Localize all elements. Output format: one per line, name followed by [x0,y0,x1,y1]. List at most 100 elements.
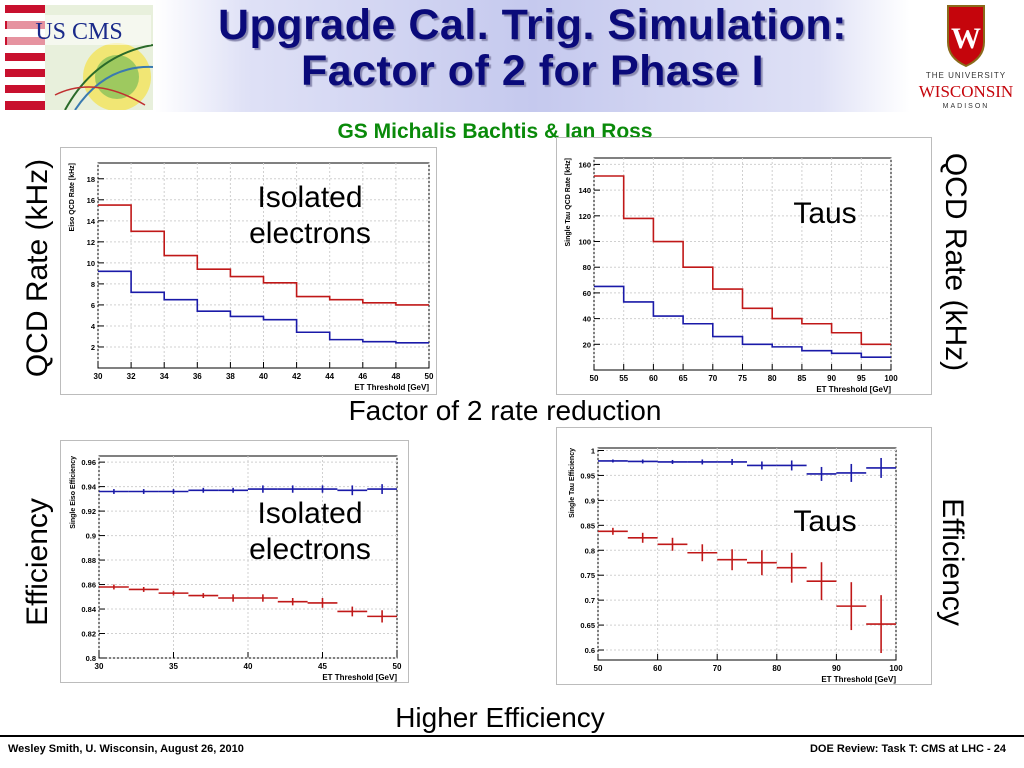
plot-frame [97,162,430,369]
series-red-point [158,590,189,596]
x-tick-label: 65 [679,374,688,383]
page-title: Upgrade Cal. Trig. Simulation: Factor of… [155,2,910,94]
y-tick-label: 0.75 [580,571,595,580]
y-tick-label: 0.86 [81,581,96,590]
x-tick-label: 35 [169,662,178,671]
footer-rule [0,735,1024,737]
y-axis-label: Single Eiso Efficiency [70,456,77,529]
series-red-point [627,532,658,543]
series-blue-point [188,487,219,493]
chart-panel-electron-rate: 30 32 34 36 38 40 42 44 46 48 50 2 4 6 8 10 12 14 16 18 ET T… [60,147,437,395]
y-tick-label: 0.84 [81,605,96,614]
series-blue-point [277,485,308,493]
x-axis-label: ET Threshold [GeV] [354,383,429,392]
y-tick-label: 14 [87,217,96,226]
y-axis-label: Eiso QCD Rate [kHz] [69,163,76,231]
y-tick-label: 0.88 [81,556,96,565]
factor-of-2-label: Factor of 2 rate reduction [348,395,662,426]
series-blue-point [367,484,397,494]
x-tick-label: 50 [594,664,603,673]
x-tick-label: 80 [768,374,777,383]
y-tick-label: 12 [87,238,95,247]
x-tick-label: 60 [653,664,662,673]
series-red-point [657,537,688,551]
tau-efficiency-chart: 50 60 70 80 90 100 0.6 0.65 0.7 0.75 0.8 0.85 0.9 0.9… [569,446,903,684]
y-tick-label: 20 [583,340,591,349]
x-tick-label: 90 [827,374,836,383]
x-tick-label: 46 [358,372,367,381]
series-blue-point [657,459,688,464]
series-blue-point [598,459,628,463]
wisconsin-line-1: THE UNIVERSITY [926,71,1006,80]
x-tick-label: 30 [95,662,104,671]
qcd-rate-right-label: QCD Rate (kHz) [939,152,972,372]
x-axis-label: ET Threshold [GeV] [816,385,891,394]
title-line-1: Upgrade Cal. Trig. Simulation: [217,1,847,49]
chart-panel-tau-efficiency: 50 60 70 80 90 100 0.6 0.65 0.7 0.75 0.8 0.85 0.9 0.9… [556,427,932,685]
x-tick-label: 42 [292,372,301,381]
y-tick-label: 160 [578,160,591,169]
header-band [155,0,910,112]
y-tick-label: 0.65 [580,621,595,630]
series-blue-point [627,459,658,464]
x-tick-label: 32 [127,372,136,381]
x-tick-label: 85 [797,374,806,383]
electron-efficiency-chart: 30 35 40 45 50 0.8 0.82 0.84 0.86 0.88 0.9 0.92 0.94… [70,455,402,682]
x-tick-label: 55 [619,374,628,383]
series-blue-point [776,460,807,471]
series-blue-point [99,489,129,494]
x-tick-label: 44 [325,372,334,381]
us-cms-logo-graphic: US CMS [4,4,154,111]
crest-letter: W [951,22,981,55]
y-tick-label: 60 [583,289,591,298]
x-tick-label: 34 [160,372,169,381]
y-tick-label: 16 [87,196,95,205]
x-tick-label: 40 [244,662,253,671]
taus-label-top: Taus [793,197,857,230]
series-red-step-line [594,175,891,346]
series-red-point [248,594,278,602]
y-tick-label: 0.94 [81,483,96,492]
y-axis-label: Single Tau QCD Rate [kHz] [565,158,572,247]
series-red-point [188,593,219,599]
x-axis-label: ET Threshold [GeV] [322,673,397,682]
wisconsin-logo: W THE UNIVERSITY WISCONSIN MADISON [912,2,1020,112]
y-axis-label: Single Tau Efficiency [569,448,576,518]
y-tick-label: 80 [583,263,591,272]
y-tick-label: 0.85 [580,521,595,530]
y-tick-label: 0.9 [86,532,96,541]
y-tick-label: 0.96 [81,458,96,467]
x-tick-label: 30 [94,372,103,381]
series-blue-point [866,457,896,478]
efficiency-left-label: Efficiency [21,498,54,626]
y-tick-label: 0.9 [585,496,595,505]
series-red-point [367,610,397,623]
x-tick-label: 36 [193,372,202,381]
y-tick-label: 4 [91,322,96,331]
higher-efficiency-label: Higher Efficiency [395,702,605,733]
series-blue-point [128,489,159,494]
x-tick-label: 100 [884,374,898,383]
y-tick-label: 40 [583,315,591,324]
series-blue-point [248,485,278,493]
us-cms-logo: US CMS [4,4,154,111]
y-tick-label: 0.95 [580,471,595,480]
series-red-point [307,598,338,608]
series-red-point [776,552,807,583]
x-tick-label: 95 [857,374,866,383]
series-red-point [99,584,129,590]
chart-panel-tau-rate: 50 55 60 65 70 75 80 85 90 95 100 20 40 60 80 100 120 140… [556,137,932,395]
tau-rate-chart: 50 55 60 65 70 75 80 85 90 95 100 20 40 60 80 100 120 140… [565,157,898,394]
series-red-point [747,550,777,576]
x-tick-label: 48 [391,372,400,381]
y-tick-label: 100 [578,238,591,247]
series-red-point [598,527,628,535]
series-red-point [687,544,718,562]
footer-left: Wesley Smith, U. Wisconsin, August 26, 2… [8,743,244,755]
series-blue-point [337,485,368,496]
qcd-rate-left-label: QCD Rate (kHz) [21,158,54,378]
series-red-point [866,595,896,654]
efficiency-right-label: Efficiency [936,498,969,626]
series-red-point [806,562,837,601]
